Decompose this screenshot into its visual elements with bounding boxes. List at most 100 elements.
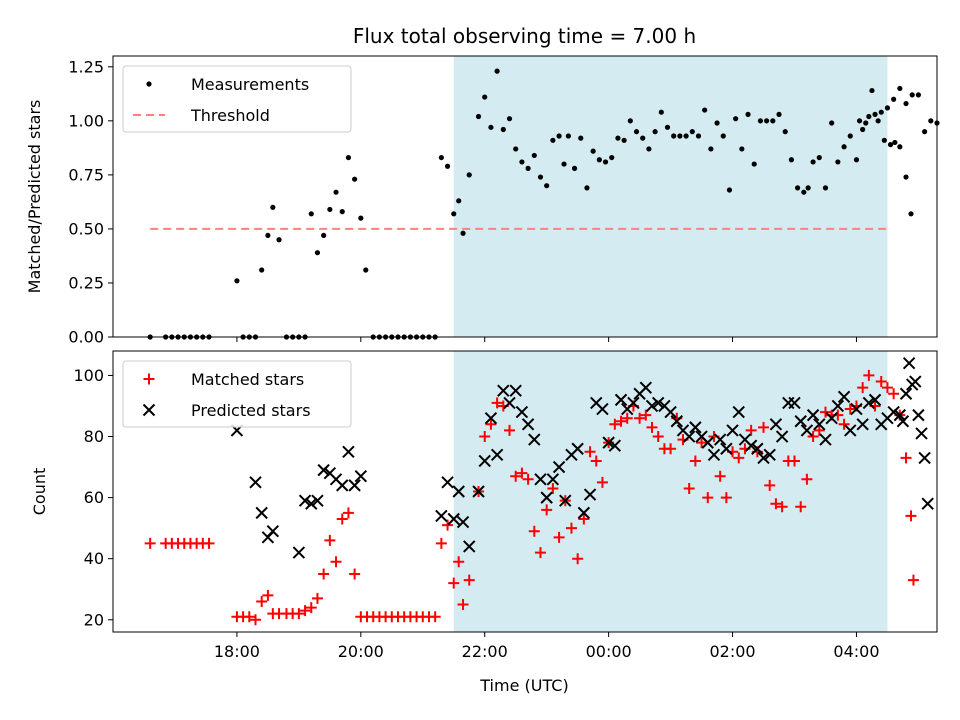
measurement-point: [714, 120, 720, 126]
predicted-star-point: [354, 470, 368, 483]
measurement-point: [259, 267, 265, 273]
matched-star-point: [584, 446, 596, 458]
measurement-point: [841, 144, 847, 150]
measurement-point: [640, 135, 646, 141]
measurement-point: [276, 237, 282, 243]
matched-star-point: [565, 522, 577, 534]
predicted-star-point: [342, 445, 355, 459]
matched-star-point: [745, 424, 757, 436]
measurement-point: [519, 159, 525, 165]
matched-star-point: [609, 418, 621, 430]
matched-star-point: [640, 409, 652, 421]
matched-star-point: [293, 608, 305, 620]
predicted-star-point: [571, 442, 584, 455]
measurement-point: [646, 146, 652, 152]
measurement-point: [733, 116, 739, 122]
measurement-point: [782, 129, 788, 135]
legend-label: Threshold: [190, 106, 270, 125]
matched-star-point: [479, 431, 491, 443]
measurement-point: [875, 118, 881, 124]
predicted-star-point: [744, 439, 758, 452]
legend-label: Matched stars: [191, 370, 304, 389]
predicted-star-point: [902, 357, 916, 370]
predicted-star-point: [800, 424, 814, 437]
measurement-point: [596, 157, 602, 163]
predicted-star-point: [336, 479, 349, 492]
measurement-point: [544, 183, 550, 189]
matched-star-point: [789, 455, 801, 467]
y-tick-label: 80: [84, 427, 104, 446]
predicted-star-point: [868, 393, 882, 407]
count-panel-marks: [144, 357, 934, 626]
measurement-point: [739, 146, 745, 152]
measurement-point: [609, 154, 615, 161]
predicted-star-point: [608, 439, 622, 452]
predicted-star-point: [497, 384, 510, 397]
y-tick-label: 40: [84, 549, 104, 568]
predicted-star-point: [540, 491, 553, 504]
measurement-point: [881, 137, 887, 143]
matched-star-point: [299, 605, 311, 617]
matched-star-point: [621, 412, 633, 424]
predicted-star-point: [266, 524, 280, 538]
matched-star-point: [720, 492, 732, 504]
matched-star-point: [807, 431, 819, 443]
measurement-point: [584, 185, 590, 191]
predicted-star-point: [887, 405, 900, 419]
matched-star-point: [770, 498, 782, 510]
measurement-point: [829, 120, 835, 126]
measurement-point: [652, 129, 658, 135]
measurement-point: [363, 267, 369, 273]
x-tick-label: 04:00: [833, 642, 879, 661]
legend-marker: [143, 373, 155, 385]
measurement-point: [928, 118, 934, 124]
measurement-point: [270, 204, 276, 210]
measurement-point: [847, 133, 853, 139]
ratio-panel-axes: 0.00 0.25 0.50 0.75 1.00 1.25: [68, 57, 857, 347]
measurement-point: [835, 159, 841, 165]
predicted-star-point: [521, 418, 535, 431]
matched-star-point: [243, 611, 255, 623]
matched-star-point: [689, 455, 701, 467]
measurement-point: [770, 118, 776, 124]
matched-star-point: [572, 553, 584, 565]
measurement-point: [321, 232, 327, 239]
ratio-panel-legend: Measurements Threshold: [122, 65, 352, 133]
measurement-point: [897, 144, 903, 150]
measurement-point: [265, 232, 271, 239]
matched-star-point: [522, 473, 534, 485]
matched-star-point: [900, 452, 912, 464]
predicted-star-point: [921, 497, 934, 510]
matched-star-point: [652, 431, 664, 443]
measurement-point: [887, 142, 894, 148]
predicted-star-point: [627, 396, 640, 410]
predicted-star-point: [720, 442, 733, 455]
y-tick-label: 60: [84, 488, 104, 507]
matched-star-point: [541, 504, 553, 516]
y-tick-label: 0.00: [68, 328, 104, 347]
predicted-star-point: [490, 448, 504, 462]
predicted-star-point: [670, 415, 683, 428]
matched-star-point: [453, 556, 465, 568]
matched-star-point: [318, 568, 330, 580]
matched-star-point: [491, 397, 503, 409]
measurement-point: [816, 154, 822, 161]
predicted-star-point: [249, 476, 262, 489]
predicted-star-point: [552, 460, 566, 474]
y-tick-label: 1.25: [68, 57, 104, 76]
predicted-star-point: [918, 451, 931, 465]
measurement-point: [466, 172, 472, 178]
predicted-star-point: [484, 411, 498, 425]
count-panel-shaded-region: [453, 351, 888, 632]
ratio-panel: 0.00 0.25 0.50 0.75 1.00 1.25 Matched/Predict…: [25, 55, 940, 347]
measurement-point: [494, 68, 500, 74]
matched-star-point: [646, 421, 658, 433]
chart-title: Flux total observing time = 7.00 h: [353, 24, 696, 48]
matched-star-point: [907, 574, 919, 586]
measurement-point: [892, 139, 898, 146]
matched-star-point: [819, 406, 831, 418]
measurement-point: [345, 154, 352, 161]
matched-star-point: [203, 537, 215, 549]
measurement-point: [615, 135, 621, 141]
predicted-star-point: [317, 463, 330, 477]
